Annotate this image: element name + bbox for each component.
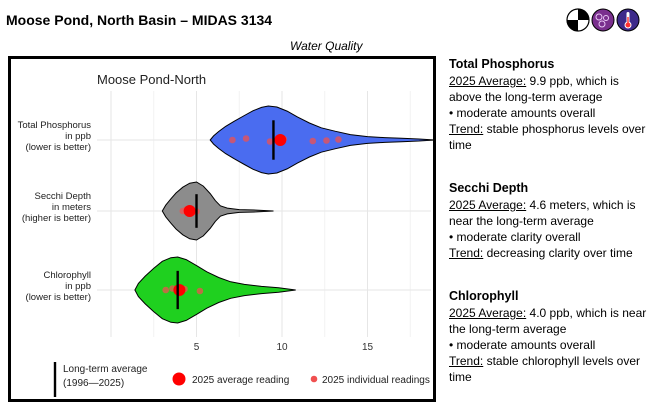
summary-heading: Secchi Depth — [449, 181, 529, 195]
summary-trend-label: Trend: — [449, 122, 484, 136]
y-label-phosphorus: Total Phosphorus — [18, 120, 92, 131]
y-label-chlorophyll: (lower is better) — [26, 292, 91, 303]
x-tick-label: 10 — [276, 342, 288, 353]
summary-section: Secchi Depth 2025 Average: 4.6 meters, wh… — [449, 180, 647, 261]
summary-average-label: 2025 Average: — [449, 306, 527, 320]
summary-average-label: 2025 Average: — [449, 198, 527, 212]
summary-heading: Total Phosphorus — [449, 57, 555, 71]
summary-bullet: • moderate clarity overall — [449, 230, 581, 244]
y-label-secchi: (higher is better) — [22, 213, 91, 224]
summary-trend-label: Trend: — [449, 354, 484, 368]
legend-average-label: 2025 average reading — [192, 375, 289, 386]
average-2025-secchi — [183, 205, 196, 217]
section-subtitle: Water Quality — [290, 39, 363, 53]
legend-individual-marker — [310, 375, 318, 383]
individual-reading-chlorophyll — [196, 287, 204, 295]
individual-reading-phosphorus — [309, 137, 317, 145]
summary-average-text: 4.0 ppb, which is near the long-term ave… — [449, 306, 647, 336]
summary-average: 2025 Average: 9.9 ppb, which is above th… — [449, 73, 647, 105]
violin-phosphorus — [209, 105, 433, 175]
summary-heading: Chlorophyll — [449, 289, 519, 303]
chart-title: Moose Pond-North — [97, 72, 206, 87]
y-label-chlorophyll: in ppb — [65, 281, 91, 292]
thermometer-icon — [616, 8, 640, 32]
individual-reading-phosphorus — [335, 136, 342, 143]
page-title: Moose Pond, North Basin – MIDAS 3134 — [6, 12, 273, 28]
individual-reading-phosphorus — [229, 136, 236, 144]
y-label-phosphorus: (lower is better) — [26, 142, 91, 153]
average-2025-chlorophyll — [173, 284, 186, 296]
average-2025-phosphorus — [274, 134, 287, 146]
summary-trend: Trend: stable phosphorus levels over tim… — [449, 121, 647, 153]
summary-section: Total Phosphorus 2025 Average: 9.9 ppb, w… — [449, 56, 647, 153]
individual-reading-phosphorus — [242, 135, 250, 142]
summary-average: 2025 Average: 4.0 ppb, which is near the… — [449, 305, 647, 337]
summary-bullet: • moderate amounts overall — [449, 106, 596, 120]
summary-trend-label: Trend: — [449, 246, 484, 260]
summary-trend: Trend: stable chlorophyll levels over ti… — [449, 353, 647, 385]
summary-section: Chlorophyll 2025 Average: 4.0 ppb, which … — [449, 288, 647, 385]
y-label-phosphorus: in ppb — [65, 131, 91, 142]
summary-average-text: 4.6 meters, which is near the long-term … — [449, 198, 636, 228]
summary-trend-text: stable chlorophyll levels over time — [449, 354, 640, 384]
individual-reading-phosphorus — [323, 137, 330, 144]
summary-average: 2025 Average: 4.6 meters, which is near … — [449, 197, 647, 229]
individual-reading-phosphorus — [266, 138, 274, 145]
indicator-icons — [566, 8, 640, 32]
x-tick-label: 15 — [362, 342, 374, 353]
individual-reading-chlorophyll — [162, 286, 170, 294]
summary-trend: Trend: decreasing clarity over time — [449, 245, 647, 261]
summary-average-text: 9.9 ppb, which is above the long-term av… — [449, 74, 619, 104]
x-tick-label: 5 — [194, 342, 200, 353]
summary-bullet: • moderate amounts overall — [449, 338, 596, 352]
violin-chlorophyll — [134, 256, 296, 324]
algae-icon — [591, 8, 615, 32]
summary-average-label: 2025 Average: — [449, 74, 527, 88]
secchi-disk-icon — [566, 8, 590, 32]
legend-individual-label: 2025 individual readings — [322, 375, 430, 386]
violin-secchi — [161, 181, 274, 241]
y-label-secchi: in meters — [52, 202, 91, 213]
legend-long-term-years: (1996—2025) — [63, 378, 124, 389]
chart-frame: Moose Pond-North 5 10 15 Total Phosphorus in … — [8, 56, 436, 402]
legend-average-marker — [172, 372, 186, 386]
y-label-chlorophyll: Chlorophyll — [43, 270, 91, 281]
summary-trend-text: stable phosphorus levels over time — [449, 122, 646, 152]
legend-long-term-label: Long-term average — [63, 364, 148, 375]
y-label-secchi: Secchi Depth — [34, 191, 91, 202]
summary-trend-text: decreasing clarity over time — [483, 246, 633, 260]
